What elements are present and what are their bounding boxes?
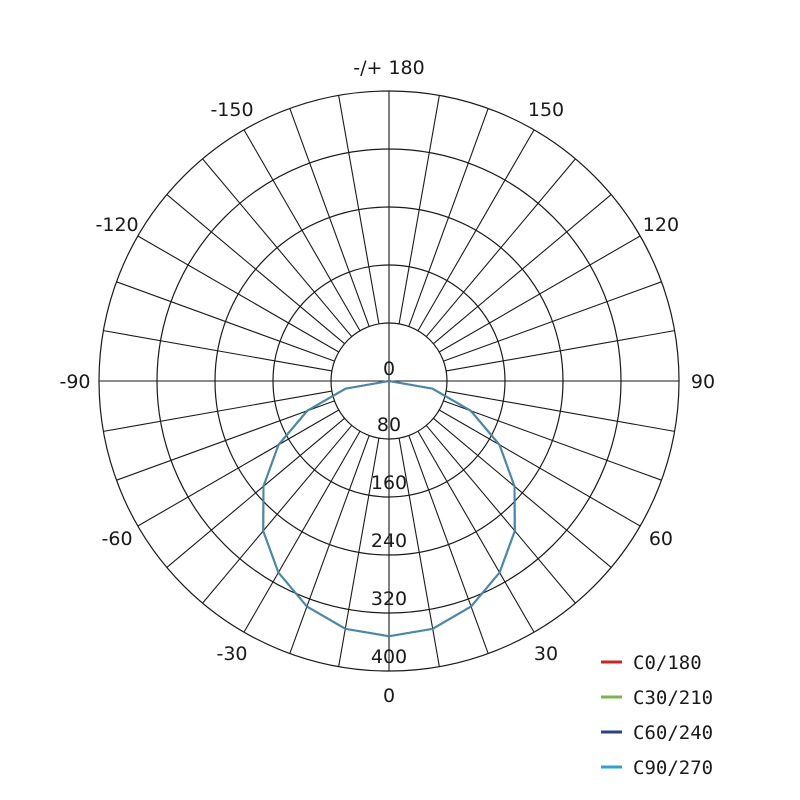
grid-spoke	[137, 235, 340, 353]
angle-tick-label: 120	[643, 214, 679, 236]
grid-spoke	[202, 425, 353, 604]
angle-tick-label: -30	[216, 643, 247, 665]
grid-spoke	[243, 430, 361, 633]
legend-label: C90/270	[633, 757, 713, 779]
angle-tick-label: -/+ 180	[353, 57, 424, 79]
grid-spoke	[438, 235, 641, 353]
grid-spoke	[433, 194, 612, 345]
grid-spoke	[417, 129, 535, 332]
grid-spoke	[289, 108, 370, 327]
grid-spoke	[433, 417, 612, 568]
polar-grid	[98, 90, 680, 672]
grid-spoke	[443, 400, 662, 481]
legend-label: C30/210	[633, 687, 713, 709]
grid-spoke	[408, 108, 489, 327]
radial-tick-label: 80	[377, 414, 401, 436]
grid-spoke	[425, 425, 576, 604]
grid-spoke	[103, 390, 332, 432]
angle-tick-label: -150	[210, 99, 253, 121]
angle-tick-label: 30	[534, 643, 558, 665]
grid-spoke	[137, 409, 340, 527]
grid-spoke	[338, 95, 380, 324]
grid-spoke	[417, 430, 535, 633]
grid-spoke	[438, 409, 641, 527]
grid-spoke	[398, 95, 440, 324]
legend: C0/180 C30/210 C60/240 C90/270	[601, 652, 713, 779]
grid-spoke	[408, 435, 489, 654]
grid-spoke	[446, 390, 675, 432]
angle-tick-label: 150	[528, 99, 564, 121]
radial-tick-label: 160	[371, 472, 407, 494]
angle-tick-label: -120	[96, 214, 139, 236]
axis-labels: 0 80 160 240 320 400 0 30 60 90 120 150 -/+ 180 -150 -…	[59, 57, 715, 707]
grid-spoke	[446, 330, 675, 372]
grid-spoke	[166, 194, 345, 345]
legend-label: C0/180	[633, 652, 702, 674]
grid-spoke	[166, 417, 345, 568]
angle-tick-label: -90	[59, 371, 90, 393]
angle-tick-label: -60	[102, 528, 133, 550]
grid-spoke	[116, 281, 335, 362]
grid-spoke	[103, 330, 332, 372]
legend-label: C60/240	[633, 722, 713, 744]
radial-tick-label: 400	[371, 646, 407, 668]
grid-spoke	[443, 281, 662, 362]
grid-spoke	[116, 400, 335, 481]
intensity-curves	[262, 380, 516, 638]
angle-tick-label: 60	[649, 528, 673, 550]
grid-spoke	[425, 158, 576, 337]
radial-tick-label: 320	[371, 588, 407, 610]
grid-spoke	[202, 158, 353, 337]
grid-spoke	[289, 435, 370, 654]
angle-tick-label: 90	[691, 371, 715, 393]
radial-tick-label: 240	[371, 530, 407, 552]
grid-spoke	[243, 129, 361, 332]
angle-tick-label: 0	[383, 685, 395, 707]
radial-tick-label: 0	[383, 358, 395, 380]
